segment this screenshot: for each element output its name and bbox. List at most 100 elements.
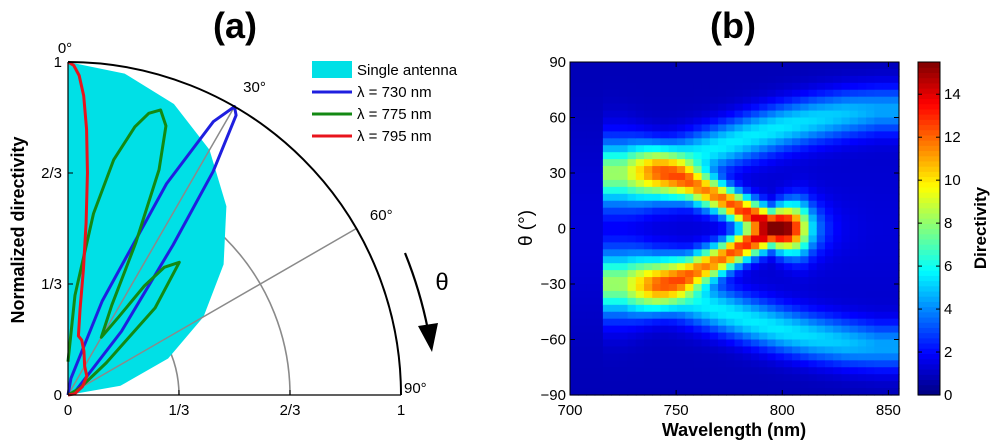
heatmap-cell bbox=[602, 297, 612, 306]
heatmap-cell bbox=[750, 381, 760, 389]
colorbar-segment bbox=[918, 228, 940, 235]
heatmap-cell bbox=[627, 284, 637, 292]
heatmap-cell bbox=[709, 388, 719, 396]
heatmap-cell bbox=[800, 89, 810, 98]
heatmap-cell bbox=[726, 89, 736, 98]
heatmap-cell bbox=[800, 297, 810, 306]
heatmap-cell bbox=[619, 297, 629, 306]
heatmap-cell bbox=[833, 221, 843, 230]
colorbar-segment bbox=[918, 186, 940, 193]
heatmap-cell bbox=[586, 297, 596, 306]
heatmap-cell bbox=[578, 367, 588, 375]
heatmap-cell bbox=[652, 179, 662, 188]
heatmap-cell bbox=[627, 221, 637, 230]
heatmap-cell bbox=[775, 152, 785, 160]
heatmap-cell bbox=[635, 374, 645, 382]
heatmap-cell bbox=[578, 270, 588, 278]
heatmap-cell bbox=[578, 346, 588, 354]
heatmap-cell bbox=[824, 235, 834, 243]
heatmap-cell bbox=[849, 159, 859, 167]
heatmap-cell bbox=[726, 263, 736, 271]
heatmap-cell bbox=[644, 145, 653, 153]
heatmap-cell bbox=[816, 263, 826, 271]
heatmap-cell bbox=[874, 145, 884, 153]
heatmap-cell bbox=[611, 388, 620, 396]
heatmap-cell bbox=[701, 346, 711, 354]
heatmap-cell bbox=[619, 152, 629, 160]
heatmap-cell bbox=[767, 332, 777, 341]
heatmap-cell bbox=[783, 89, 793, 98]
heatmap-cell bbox=[759, 200, 768, 209]
heatmap-cell bbox=[816, 75, 826, 84]
heatmap-cell bbox=[866, 166, 875, 174]
heatmap-cell bbox=[734, 62, 744, 70]
heatmap-cell bbox=[866, 339, 875, 348]
heatmap-cell bbox=[578, 297, 588, 306]
heatmap-cell bbox=[767, 290, 777, 299]
heatmap-cell bbox=[676, 145, 686, 153]
heatmap-cell bbox=[742, 207, 752, 216]
single-antenna-area bbox=[68, 62, 227, 395]
heatmap-cell bbox=[644, 388, 653, 396]
heatmap-cell bbox=[816, 374, 826, 382]
heatmap-cell bbox=[792, 263, 801, 271]
heatmap-cell bbox=[808, 110, 818, 119]
heatmap-cell bbox=[635, 103, 645, 112]
heatmap-cell bbox=[709, 221, 719, 230]
heatmap-cell bbox=[874, 242, 884, 250]
heatmap-cell bbox=[857, 75, 867, 84]
heatmap-cell bbox=[644, 124, 653, 132]
y-tick-label: −90 bbox=[541, 387, 566, 404]
heatmap-cell bbox=[652, 332, 662, 341]
heatmap-cell bbox=[644, 103, 653, 112]
heatmap-cell bbox=[866, 290, 875, 299]
heatmap-cell bbox=[701, 124, 711, 132]
heatmap-cell bbox=[734, 367, 744, 375]
heatmap-cell bbox=[874, 166, 884, 174]
heatmap-cell bbox=[800, 277, 810, 285]
heatmap-cell bbox=[866, 145, 875, 153]
heatmap-cell bbox=[652, 304, 662, 313]
heatmap-cell bbox=[701, 75, 711, 84]
heatmap-cell bbox=[808, 381, 818, 389]
heatmap-cell bbox=[808, 277, 818, 285]
heatmap-cell bbox=[709, 200, 719, 209]
heatmap-cell bbox=[866, 62, 875, 70]
heatmap-cell bbox=[857, 235, 867, 243]
heatmap-cell bbox=[627, 304, 637, 313]
heatmap-cell bbox=[668, 131, 678, 139]
heatmap-cell bbox=[750, 228, 760, 237]
heatmap-cell bbox=[660, 332, 670, 341]
heatmap-cell bbox=[734, 318, 744, 327]
heatmap-cell bbox=[792, 62, 801, 70]
heatmap-cell bbox=[742, 346, 752, 354]
heatmap-cell bbox=[619, 235, 629, 243]
heatmap-cell bbox=[866, 388, 875, 396]
heatmap-cell bbox=[816, 62, 826, 70]
heatmap-cell bbox=[660, 367, 670, 375]
heatmap-cell bbox=[742, 263, 752, 271]
heatmap-cell bbox=[701, 200, 711, 209]
heatmap-cell bbox=[709, 103, 719, 112]
heatmap-cell bbox=[792, 200, 801, 209]
heatmap-cell bbox=[611, 75, 620, 84]
heatmap-cell bbox=[652, 374, 662, 382]
heatmap-cell bbox=[602, 75, 612, 84]
heatmap-cell bbox=[849, 89, 859, 98]
heatmap-cell bbox=[742, 82, 752, 91]
heatmap-cell bbox=[718, 117, 727, 126]
heatmap-cell bbox=[660, 284, 670, 292]
heatmap-cell bbox=[652, 75, 662, 84]
heatmap-cell bbox=[611, 360, 620, 368]
colorbar-segment bbox=[918, 259, 940, 266]
heatmap-cell bbox=[726, 228, 736, 237]
heatmap-cell bbox=[586, 96, 596, 105]
heatmap-cell bbox=[750, 159, 760, 167]
heatmap-cell bbox=[866, 173, 875, 181]
heatmap-cell bbox=[857, 318, 867, 327]
heatmap-cell bbox=[775, 96, 785, 105]
heatmap-cell bbox=[709, 89, 719, 98]
heatmap-cell bbox=[857, 325, 867, 334]
